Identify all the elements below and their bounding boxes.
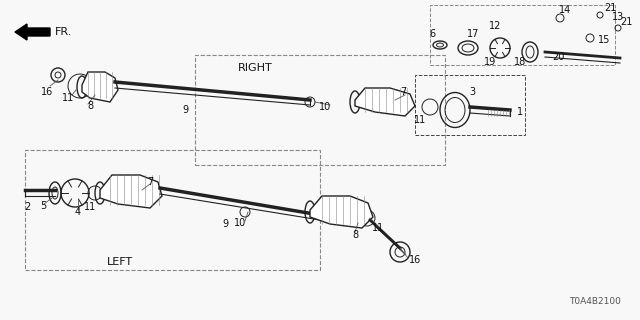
Bar [430,5,615,65]
Text: 18: 18 [514,57,526,67]
Text: T0A4B2100: T0A4B2100 [569,298,621,307]
Text: 21: 21 [604,3,616,13]
Text: 3: 3 [469,87,475,97]
Text: 5: 5 [40,201,46,211]
Text: 4: 4 [75,207,81,217]
Bar [195,55,445,165]
Text: 21: 21 [620,17,632,27]
FancyArrow shape [15,24,50,40]
Text: 7: 7 [400,87,406,97]
Text: 15: 15 [598,35,610,45]
Text: FR.: FR. [55,27,72,37]
Bar [25,150,320,270]
Text: 12: 12 [489,21,501,31]
Text: 8: 8 [352,230,358,240]
Text: 16: 16 [41,87,53,97]
Text: 1: 1 [517,107,523,117]
Text: 11: 11 [414,115,426,125]
Text: 6: 6 [429,29,435,39]
Polygon shape [82,72,118,102]
Text: 11: 11 [62,93,74,103]
Text: 20: 20 [552,52,564,62]
Text: 17: 17 [467,29,479,39]
Text: 7: 7 [147,177,153,187]
Polygon shape [100,175,162,208]
Text: RIGHT: RIGHT [237,63,273,73]
Polygon shape [310,196,373,228]
Polygon shape [355,88,415,116]
Text: 10: 10 [319,102,331,112]
Text: 11: 11 [84,202,96,212]
Text: 9: 9 [182,105,188,115]
Text: 14: 14 [559,5,571,15]
Text: 11: 11 [372,223,384,233]
Text: 19: 19 [484,57,496,67]
Text: 9: 9 [222,219,228,229]
Text: LEFT: LEFT [107,257,133,267]
Text: 10: 10 [234,218,246,228]
Text: 16: 16 [409,255,421,265]
Text: 2: 2 [24,202,30,212]
Text: 13: 13 [612,12,624,22]
Bar [415,75,525,135]
Text: 8: 8 [87,101,93,111]
